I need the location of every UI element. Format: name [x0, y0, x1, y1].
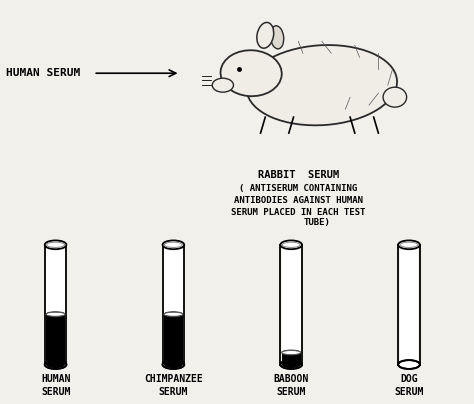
Bar	[164, 245, 183, 364]
Bar	[46, 245, 65, 364]
Ellipse shape	[398, 360, 420, 369]
Ellipse shape	[398, 240, 420, 249]
Text: HUMAN SERUM: HUMAN SERUM	[6, 68, 81, 78]
Ellipse shape	[164, 312, 183, 317]
Ellipse shape	[46, 312, 65, 317]
Text: HUMAN
SERUM: HUMAN SERUM	[41, 375, 70, 397]
Ellipse shape	[282, 351, 301, 355]
Text: DOG
SERUM: DOG SERUM	[394, 375, 424, 397]
Text: BABOON
SERUM: BABOON SERUM	[273, 375, 309, 397]
Text: SERUM PLACED IN EACH TEST: SERUM PLACED IN EACH TEST	[231, 208, 365, 217]
Ellipse shape	[280, 240, 302, 249]
Ellipse shape	[163, 240, 184, 249]
Ellipse shape	[212, 78, 234, 92]
Bar	[46, 314, 65, 364]
Bar	[282, 353, 301, 364]
Bar	[400, 245, 419, 364]
Text: ( ANTISERUM CONTAINING: ( ANTISERUM CONTAINING	[239, 185, 357, 194]
Ellipse shape	[383, 87, 407, 107]
Text: RABBIT  SERUM: RABBIT SERUM	[258, 170, 339, 180]
Ellipse shape	[45, 240, 66, 249]
Bar	[282, 245, 301, 364]
Ellipse shape	[280, 360, 302, 369]
Ellipse shape	[46, 312, 65, 316]
Ellipse shape	[246, 45, 397, 125]
Text: TUBE): TUBE)	[304, 218, 330, 227]
Text: CHIMPANZEE
SERUM: CHIMPANZEE SERUM	[144, 375, 203, 397]
Ellipse shape	[45, 360, 66, 369]
Ellipse shape	[282, 350, 301, 355]
Ellipse shape	[270, 26, 284, 49]
Text: ANTIBODIES AGAINST HUMAN: ANTIBODIES AGAINST HUMAN	[234, 196, 363, 205]
Ellipse shape	[164, 361, 183, 368]
Bar	[164, 314, 183, 364]
Ellipse shape	[220, 50, 282, 96]
Ellipse shape	[164, 312, 183, 316]
Ellipse shape	[46, 361, 65, 368]
Ellipse shape	[282, 361, 301, 368]
Ellipse shape	[163, 360, 184, 369]
Ellipse shape	[257, 23, 273, 48]
